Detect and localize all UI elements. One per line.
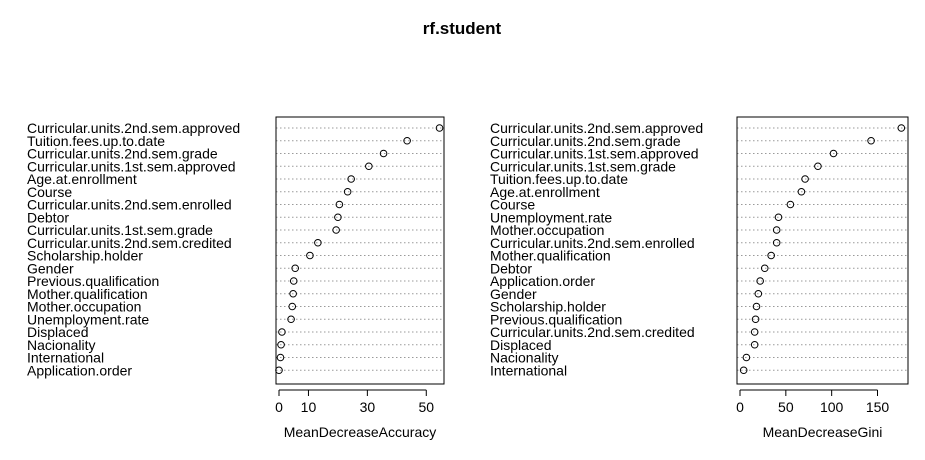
data-point [814, 162, 822, 171]
plot-frame [275, 116, 445, 385]
data-point [289, 289, 297, 298]
row-label: Mother.qualification [490, 248, 611, 264]
row-label: Curricular.units.2nd.sem.grade [27, 146, 218, 162]
row-label: Curricular.units.2nd.sem.grade [490, 133, 681, 149]
row-label: Curricular.units.2nd.sem.enrolled [490, 235, 695, 251]
row-label: Curricular.units.2nd.sem.enrolled [27, 197, 232, 213]
data-point [347, 175, 355, 183]
row-label: Tuition.fees.up.to.date [27, 133, 165, 149]
row-label: Debtor [490, 260, 532, 276]
data-point [750, 340, 759, 349]
data-point [276, 353, 285, 362]
row-label: Curricular.units.1st.sem.approved [490, 146, 699, 162]
row-label: Scholarship.holder [27, 248, 143, 264]
row-label: Gender [27, 260, 74, 276]
x-tick-label: 100 [820, 399, 844, 415]
data-point [751, 315, 760, 324]
data-point [332, 226, 340, 234]
data-point [291, 264, 300, 273]
row-label: Curricular.units.1st.sem.grade [27, 222, 213, 238]
data-point [774, 213, 783, 222]
data-point [801, 175, 809, 183]
data-point [435, 124, 444, 132]
x-tick-label: 0 [275, 399, 283, 415]
row-label: Curricular.units.2nd.sem.approved [490, 120, 703, 136]
row-label: Age.at.enrollment [27, 171, 137, 187]
data-point [277, 340, 285, 349]
data-point [767, 251, 775, 260]
data-point [288, 302, 297, 311]
data-point [289, 277, 298, 285]
mean-decrease-gini-panel: Curricular.units.2nd.sem.approvedCurricu… [490, 116, 909, 440]
row-label: Curricular.units.2nd.sem.credited [490, 324, 695, 340]
x-tick-label: 50 [778, 399, 794, 415]
x-axis-label: MeanDecreaseAccuracy [284, 424, 437, 440]
data-point [754, 289, 763, 298]
row-label: Curricular.units.1st.sem.approved [27, 158, 236, 174]
row-label: Unemployment.rate [27, 311, 149, 327]
data-point [314, 238, 322, 247]
row-label: Gender [490, 286, 537, 302]
data-point [772, 238, 781, 247]
row-label: Scholarship.holder [490, 299, 606, 315]
row-label: Course [27, 184, 72, 200]
row-label: Application.order [27, 362, 132, 378]
data-point [335, 200, 344, 209]
row-label: Course [490, 197, 535, 213]
x-tick-label: 30 [360, 399, 376, 415]
row-label: Age.at.enrollment [490, 184, 600, 200]
row-label: Curricular.units.1st.sem.grade [490, 158, 676, 174]
plot-frame [736, 116, 909, 385]
data-point [752, 302, 761, 311]
data-point [897, 124, 906, 132]
row-label: Nacionality [27, 337, 95, 353]
data-point [756, 277, 764, 285]
row-label: Previous.qualification [27, 273, 159, 289]
data-point [278, 328, 286, 336]
row-label: Curricular.units.2nd.sem.credited [27, 235, 232, 251]
data-point [750, 328, 759, 336]
row-label: Tuition.fees.up.to.date [490, 171, 628, 187]
row-label: International [27, 350, 104, 366]
data-point [379, 149, 388, 158]
x-tick-label: 0 [736, 399, 744, 415]
row-label: Curricular.units.2nd.sem.approved [27, 120, 240, 136]
data-point [867, 136, 875, 145]
row-label: Debtor [27, 209, 69, 225]
row-label: Mother.occupation [490, 222, 604, 238]
row-label: Application.order [490, 273, 595, 289]
data-point [739, 366, 748, 375]
row-label: Mother.qualification [27, 286, 148, 302]
data-point [797, 187, 806, 196]
mean-decrease-accuracy-panel: Curricular.units.2nd.sem.approvedTuition… [27, 116, 445, 440]
data-point [772, 226, 781, 234]
data-point [365, 162, 373, 171]
x-tick-label: 50 [418, 399, 434, 415]
x-tick-label: 150 [866, 399, 890, 415]
row-label: Previous.qualification [490, 311, 622, 327]
data-point [287, 315, 295, 324]
data-point [829, 149, 838, 158]
data-point [343, 187, 352, 196]
row-label: Displaced [27, 324, 88, 340]
row-label: Mother.occupation [27, 299, 141, 315]
data-point [742, 353, 751, 362]
data-point [403, 136, 411, 145]
data-point [334, 213, 342, 222]
data-point [786, 200, 795, 209]
data-point [306, 251, 314, 260]
row-label: Nacionality [490, 350, 558, 366]
x-axis-label: MeanDecreaseGini [763, 424, 883, 440]
x-tick-label: 10 [301, 399, 317, 415]
row-label: Unemployment.rate [490, 209, 612, 225]
chart-title: rf.student [423, 19, 502, 38]
row-label: Displaced [490, 337, 551, 353]
row-label: International [490, 362, 567, 378]
data-point [760, 264, 769, 273]
